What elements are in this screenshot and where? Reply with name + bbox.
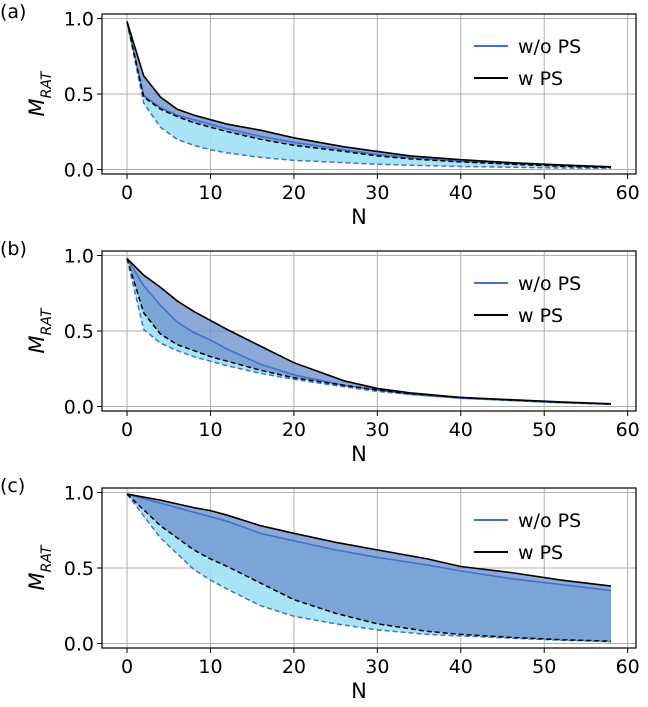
line-without-ps-upper <box>126 21 612 168</box>
x-tick-label: 50 <box>532 182 556 204</box>
x-axis-label: N <box>351 679 367 703</box>
panel-2: 0 10 20 30 40 50 60 0.0 0.5 1.0 N MRAT (b) w/o PS w PS <box>0 238 640 466</box>
band-with-ps <box>127 258 611 405</box>
y-tick-label: 0.0 <box>64 396 94 418</box>
x-tick-label: 30 <box>365 182 389 204</box>
line-without-ps-lower <box>126 21 612 170</box>
y-tick-label: 0.0 <box>64 633 94 655</box>
y-axis-label: MRAT <box>25 544 55 590</box>
y-tick-label: 0.0 <box>64 159 94 181</box>
x-tick-label: 50 <box>532 656 556 678</box>
x-tick-label: 20 <box>282 656 306 678</box>
y-axis-label-main: M <box>25 335 49 353</box>
x-tick-label: 0 <box>121 656 133 678</box>
x-tick-label: 50 <box>532 419 556 441</box>
x-tick-label: 10 <box>198 656 222 678</box>
x-tick-label: 60 <box>616 182 640 204</box>
line-with-ps-upper <box>126 21 612 168</box>
band-without-ps <box>127 258 611 405</box>
x-tick-label: 20 <box>282 419 306 441</box>
legend: w/o PS w PS <box>474 273 581 327</box>
panel-label: (b) <box>0 238 27 260</box>
y-axis-label-main: M <box>25 98 49 116</box>
y-tick-label: 1.0 <box>64 483 94 505</box>
line-with-ps-lower <box>126 21 612 169</box>
line-with-ps-upper <box>126 493 612 587</box>
y-tick-label: 0.5 <box>64 84 94 106</box>
x-tick-label: 10 <box>198 182 222 204</box>
x-tick-label: 60 <box>616 419 640 441</box>
panel-label: (a) <box>0 1 26 23</box>
x-tick-label: 0 <box>121 182 133 204</box>
panel-1: 0 10 20 30 40 50 60 0.0 0.5 1.0 N MRAT (a) w/o PS w PS <box>0 1 640 229</box>
legend-label-with-ps: w PS <box>518 542 563 564</box>
y-tick-label: 0.5 <box>64 321 94 343</box>
legend-label-without-ps: w/o PS <box>518 273 581 295</box>
line-with-ps-lower <box>126 258 612 405</box>
panel-3: 0 10 20 30 40 50 60 0.0 0.5 1.0 N MRAT (c) w/o PS w PS <box>0 475 640 703</box>
legend-label-without-ps: w/o PS <box>518 36 581 58</box>
y-axis-label: MRAT <box>25 70 55 116</box>
y-axis-label: MRAT <box>25 307 55 353</box>
band-with-ps <box>127 494 611 642</box>
x-tick-label: 30 <box>365 656 389 678</box>
x-tick-label: 10 <box>198 419 222 441</box>
line-with-ps-lower <box>126 493 612 642</box>
y-axis-label-main: M <box>25 572 49 590</box>
legend-label-with-ps: w PS <box>518 68 563 90</box>
x-tick-label: 40 <box>449 182 473 204</box>
legend-label-with-ps: w PS <box>518 305 563 327</box>
legend: w/o PS w PS <box>474 510 581 564</box>
x-tick-label: 40 <box>449 419 473 441</box>
panel-label: (c) <box>0 475 25 497</box>
y-tick-label: 0.5 <box>64 558 94 580</box>
x-axis-label: N <box>351 205 367 229</box>
x-tick-label: 30 <box>365 419 389 441</box>
y-tick-label: 1.0 <box>64 9 94 31</box>
x-tick-label: 40 <box>449 656 473 678</box>
line-without-ps-upper <box>126 493 612 592</box>
y-axis-label-subscript: RAT <box>39 544 55 572</box>
y-axis-label-subscript: RAT <box>39 70 55 98</box>
x-axis-label: N <box>351 442 367 466</box>
line-without-ps-lower <box>126 493 612 643</box>
y-tick-label: 1.0 <box>64 246 94 268</box>
x-tick-label: 0 <box>121 419 133 441</box>
legend-label-without-ps: w/o PS <box>518 510 581 532</box>
legend: w/o PS w PS <box>474 36 581 90</box>
x-tick-label: 20 <box>282 182 306 204</box>
band-with-ps <box>127 21 611 168</box>
y-axis-label-subscript: RAT <box>39 307 55 335</box>
x-tick-label: 60 <box>616 656 640 678</box>
